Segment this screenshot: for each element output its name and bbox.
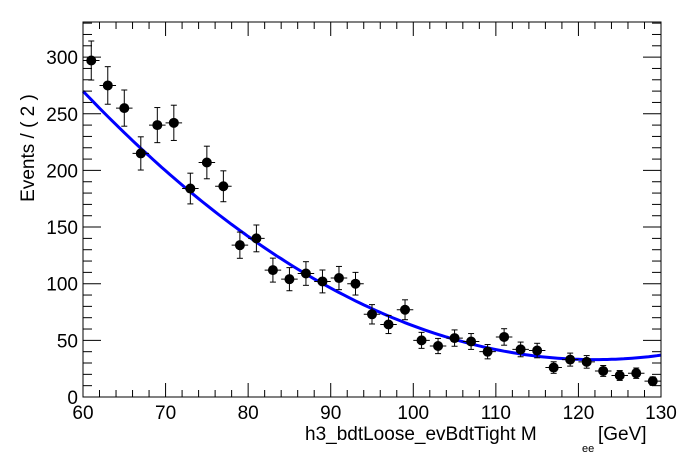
x-tick-label: 60: [72, 403, 93, 424]
data-marker: [383, 319, 394, 330]
data-marker: [267, 265, 278, 276]
data-marker: [86, 55, 97, 66]
data-point: [413, 331, 430, 349]
data-marker: [631, 368, 642, 379]
data-point: [314, 269, 331, 294]
data-point: [215, 170, 232, 203]
data-point: [132, 136, 150, 171]
x-tick-label: 100: [397, 403, 429, 424]
data-point: [627, 367, 645, 379]
data-point: [429, 337, 447, 355]
x-axis-label-subscript: ee: [582, 443, 594, 455]
data-marker: [532, 345, 543, 356]
data-point: [264, 257, 282, 283]
y-tick-label: 300: [46, 48, 78, 69]
y-axis-label: Events / ( 2 ): [18, 94, 39, 202]
data-marker: [647, 376, 658, 387]
data-point: [149, 107, 166, 144]
data-marker: [284, 274, 295, 285]
data-point: [248, 224, 265, 253]
data-point: [182, 172, 199, 205]
data-marker: [581, 356, 592, 367]
data-marker: [234, 240, 245, 251]
data-point: [512, 341, 529, 358]
data-point: [363, 304, 381, 325]
x-axis-label: h3_bdtLoose_evBdtTight M: [305, 424, 537, 445]
data-marker: [152, 120, 163, 131]
data-marker: [614, 370, 625, 381]
data-point: [347, 271, 364, 296]
data-point: [99, 66, 117, 105]
data-marker: [300, 268, 311, 279]
y-tick-label: 250: [46, 105, 78, 126]
data-point: [396, 299, 414, 321]
data-marker: [466, 336, 477, 347]
data-marker: [400, 304, 411, 315]
data-point: [198, 145, 216, 180]
data-marker: [119, 103, 130, 114]
x-tick-label: 110: [481, 403, 511, 424]
plot-frame: [82, 21, 662, 398]
data-point: [561, 352, 579, 367]
data-marker: [251, 233, 262, 244]
data-marker: [367, 309, 377, 320]
data-marker: [499, 331, 510, 342]
data-point: [231, 231, 249, 259]
data-point: [462, 333, 480, 350]
data-point: [165, 104, 183, 141]
data-point: [578, 355, 595, 369]
data-point: [594, 365, 612, 377]
data-point: [495, 328, 513, 346]
data-point: [528, 342, 546, 359]
x-tick-label: 80: [238, 403, 259, 424]
data-marker: [102, 80, 113, 91]
y-tick-label: 50: [57, 331, 78, 352]
plot-marks: [81, 40, 662, 387]
data-marker: [482, 346, 493, 357]
y-tick-label: 150: [46, 218, 78, 239]
data-marker: [416, 335, 427, 346]
data-marker: [515, 344, 526, 355]
y-tick-label: 100: [46, 275, 78, 296]
data-marker: [350, 278, 361, 289]
x-axis-label-unit: [GeV]: [598, 424, 647, 445]
data-point: [116, 89, 133, 127]
data-point: [644, 376, 661, 387]
data-marker: [317, 276, 328, 287]
data-marker: [218, 181, 229, 192]
data-point: [380, 314, 397, 335]
y-tick-label: 0: [67, 388, 78, 409]
data-point: [297, 261, 315, 286]
x-tick-label: 70: [155, 403, 176, 424]
data-point: [611, 370, 628, 381]
data-point: [281, 267, 298, 292]
data-marker: [185, 183, 196, 194]
data-marker: [201, 157, 212, 168]
x-tick-label: 90: [320, 403, 341, 424]
data-marker: [168, 117, 179, 128]
data-marker: [333, 273, 344, 284]
data-marker: [449, 333, 460, 344]
data-point: [479, 344, 496, 360]
data-point: [545, 361, 562, 374]
y-tick-label: 200: [46, 161, 78, 182]
data-point: [83, 40, 100, 81]
data-point: [446, 329, 463, 347]
data-marker: [565, 354, 576, 365]
data-marker: [135, 148, 146, 159]
axes: 60 70 80 90 100 110 120 130 0 50 100 150 200 250 300: [46, 22, 677, 424]
x-tick-label: 130: [645, 403, 677, 424]
data-marker: [548, 362, 559, 373]
data-marker: [433, 341, 444, 352]
data-point: [330, 265, 348, 291]
x-tick-label: 120: [563, 403, 595, 424]
data-marker: [598, 365, 609, 376]
